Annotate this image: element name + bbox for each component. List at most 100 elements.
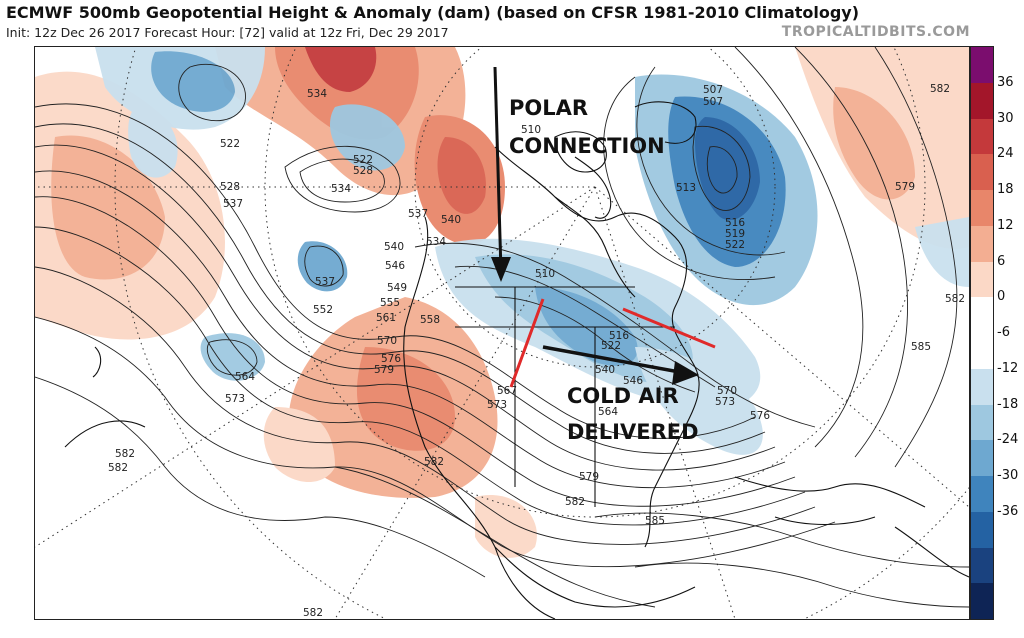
contour-label: 579 bbox=[895, 181, 915, 193]
colorbar-segment bbox=[971, 583, 993, 619]
contour-label: 540 bbox=[441, 214, 461, 226]
contour-label: 516 bbox=[609, 330, 629, 342]
contour-label: 510 bbox=[521, 124, 541, 136]
anomaly-colorbar bbox=[970, 46, 994, 620]
contour-label: 522 bbox=[601, 340, 621, 352]
polar-connection-label-2: CONNECTION bbox=[509, 134, 665, 158]
polar-arrow-head bbox=[491, 257, 511, 282]
contour-label: 507 bbox=[703, 84, 723, 96]
contour-label: 582 bbox=[930, 83, 950, 95]
contour-label: 582 bbox=[565, 496, 585, 508]
contour-label: 537 bbox=[408, 208, 428, 220]
contour-label: 582 bbox=[303, 607, 323, 619]
annotation-text: POLAR CONNECTION COLD AIR DELIVERED bbox=[509, 96, 699, 444]
colorbar-segment bbox=[971, 154, 993, 190]
colorbar-segment bbox=[971, 190, 993, 226]
contour-label: 558 bbox=[420, 314, 440, 326]
contour-label: 582 bbox=[424, 456, 444, 468]
colorbar-segment bbox=[971, 440, 993, 476]
contour-label: 528 bbox=[220, 181, 240, 193]
polar-connection-label-1: POLAR bbox=[509, 96, 588, 120]
chart-subtitle: Init: 12z Dec 26 2017 Forecast Hour: [72… bbox=[6, 25, 449, 40]
contour-label: 522 bbox=[725, 239, 745, 251]
map-svg: 534 522 528 537 522 528 534 537 540 534 … bbox=[35, 47, 969, 619]
contour-label: 528 bbox=[353, 165, 373, 177]
contour-label: 573 bbox=[225, 393, 245, 405]
colorbar-segment bbox=[971, 333, 993, 369]
colorbar-segment bbox=[971, 297, 993, 333]
colorbar-tick-label: 0 bbox=[997, 289, 1006, 305]
colorbar-segment bbox=[971, 261, 993, 298]
contour-label: 516 bbox=[725, 217, 745, 229]
contour-label: 570 bbox=[717, 385, 737, 397]
brand-watermark: TROPICALTIDBITS.COM bbox=[781, 24, 970, 40]
contour-label: 537 bbox=[223, 198, 243, 210]
contour-label: 549 bbox=[387, 282, 407, 294]
colorbar-segment bbox=[971, 47, 993, 83]
contour-label: 510 bbox=[535, 268, 555, 280]
contour-label: 579 bbox=[579, 471, 599, 483]
colorbar-tick-label: -24 bbox=[997, 432, 1019, 448]
chart-title: ECMWF 500mb Geopotential Height & Anomal… bbox=[6, 3, 860, 22]
height-contours bbox=[35, 47, 969, 608]
colorbar-segment bbox=[971, 118, 993, 155]
colorbar-tick-label: -36 bbox=[997, 503, 1019, 519]
contour-label: 534 bbox=[331, 183, 351, 195]
contour-label: 567 bbox=[497, 385, 517, 397]
colorbar-tick-label: 18 bbox=[997, 182, 1014, 197]
colorbar-segment bbox=[971, 368, 993, 405]
contour-label: 573 bbox=[715, 396, 735, 408]
contour-label: 522 bbox=[353, 154, 373, 166]
colorbar-tick-label: 6 bbox=[997, 253, 1006, 269]
colorbar-tick-label: -18 bbox=[997, 396, 1019, 412]
colorbar-segment bbox=[971, 225, 993, 262]
contour-label: 564 bbox=[598, 406, 618, 418]
contour-label: 564 bbox=[235, 371, 255, 383]
contour-label: 582 bbox=[945, 293, 965, 305]
trough-axis-line-left bbox=[509, 298, 545, 388]
contour-label: 534 bbox=[426, 236, 446, 248]
contour-label: 534 bbox=[307, 88, 327, 100]
contour-label: 546 bbox=[385, 260, 405, 272]
contour-label: 570 bbox=[377, 335, 397, 347]
colorbar-tick-label: 24 bbox=[997, 146, 1014, 162]
contour-label: 546 bbox=[623, 375, 643, 387]
contour-label: 522 bbox=[220, 138, 240, 150]
cold-air-arrow bbox=[542, 345, 686, 375]
cold-air-arrow-head bbox=[672, 361, 699, 385]
contour-label: 513 bbox=[676, 182, 696, 194]
colorbar-tick-label: -12 bbox=[997, 360, 1019, 376]
colorbar-tick-label: -30 bbox=[997, 468, 1019, 483]
cold-air-label-1: COLD AIR bbox=[567, 384, 679, 408]
contour-label: 561 bbox=[376, 312, 396, 324]
contour-labels: 534 522 528 537 522 528 534 537 540 534 … bbox=[108, 83, 965, 619]
contour-label: 540 bbox=[595, 364, 615, 376]
contour-label: 555 bbox=[380, 297, 400, 309]
negative-anomaly-areas bbox=[95, 47, 969, 455]
contour-label: 507 bbox=[703, 96, 723, 108]
polar-arrow bbox=[493, 66, 503, 273]
contour-label: 576 bbox=[750, 410, 770, 422]
contour-label: 573 bbox=[487, 399, 507, 411]
contour-label: 585 bbox=[645, 515, 665, 527]
trough-axis-line-right bbox=[622, 307, 716, 349]
contour-label: 579 bbox=[374, 364, 394, 376]
contour-label: 585 bbox=[911, 341, 931, 353]
colorbar-segment bbox=[971, 511, 993, 548]
contour-label: 519 bbox=[725, 228, 745, 240]
colorbar-tick-label: 12 bbox=[997, 217, 1014, 233]
map-panel: 534 522 528 537 522 528 534 537 540 534 … bbox=[34, 46, 970, 620]
colorbar-segment bbox=[971, 547, 993, 584]
contour-label: 540 bbox=[384, 241, 404, 253]
cold-air-label-2: DELIVERED bbox=[567, 420, 699, 444]
contour-label: 552 bbox=[313, 304, 333, 316]
contour-label: 582 bbox=[108, 462, 128, 474]
annotation-arrows bbox=[491, 66, 716, 388]
contour-label: 576 bbox=[381, 353, 401, 365]
colorbar-segment bbox=[971, 404, 993, 441]
colorbar-segment bbox=[971, 476, 993, 512]
colorbar-tick-label: 30 bbox=[997, 110, 1014, 126]
colorbar-tick-label: -6 bbox=[997, 325, 1010, 340]
contour-label: 582 bbox=[115, 448, 135, 460]
contour-label: 537 bbox=[315, 276, 335, 288]
